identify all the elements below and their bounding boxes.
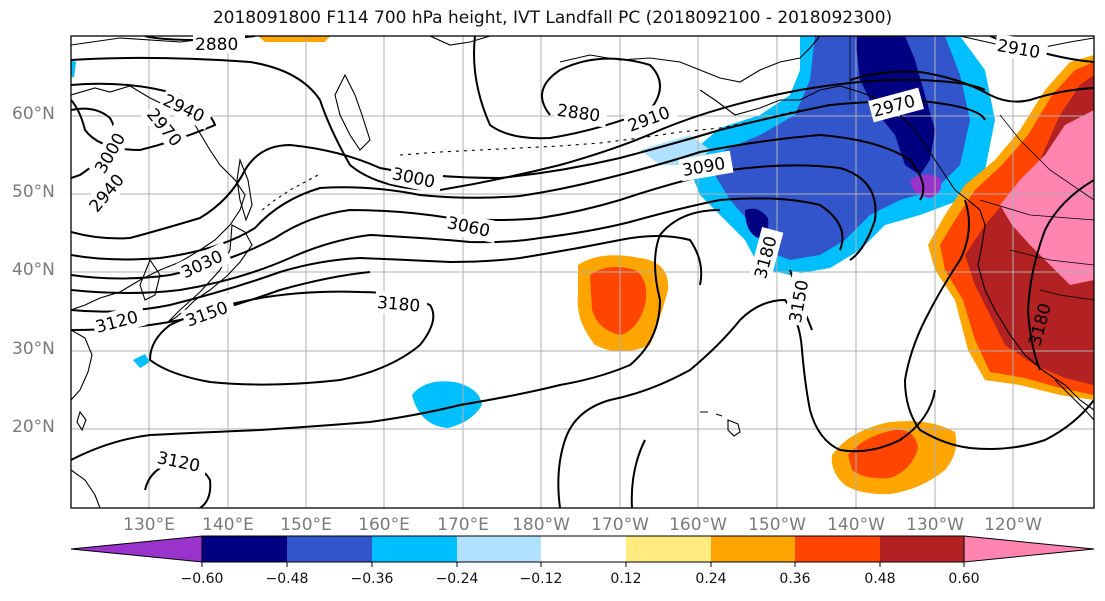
lon-label: 130°W xyxy=(906,515,964,535)
ivt-region-pink-coast xyxy=(1000,110,1094,285)
colorbar-segment xyxy=(795,536,880,562)
colorbar-tick-label: −0.36 xyxy=(350,571,394,587)
colorbar-tick-label: 0.60 xyxy=(948,571,980,587)
ivt-region-purple xyxy=(910,174,942,198)
colorbar-tick-label: 0.12 xyxy=(610,571,642,587)
colorbar-tick-label: −0.12 xyxy=(519,571,563,587)
lat-label-60n: 60°N xyxy=(12,104,55,124)
colorbar-segment xyxy=(880,536,964,562)
colorbar-tick-label: 0.24 xyxy=(695,571,727,587)
ivt-region-red-midpac xyxy=(590,266,647,335)
lon-label: 150°E xyxy=(280,515,332,535)
colorbar-tick-label: −0.60 xyxy=(180,571,224,587)
colorbar-segment xyxy=(287,536,372,562)
chart-title: 2018091800 F114 700 hPa height, IVT Land… xyxy=(212,8,893,28)
colorbar-extend-low xyxy=(70,535,203,563)
lon-label: 130°E xyxy=(123,515,175,535)
lat-label-30n: 30°N xyxy=(12,339,55,359)
colorbar-segment xyxy=(202,536,287,562)
colorbar-segment xyxy=(626,536,711,562)
contour-label: 2880 xyxy=(195,35,238,55)
colorbar-tick-label: −0.24 xyxy=(435,571,479,587)
lon-label: 160°W xyxy=(669,515,727,535)
ivt-region-lightblue-wpac xyxy=(412,381,482,428)
height-contours xyxy=(71,36,1094,508)
colorbar-segment xyxy=(541,536,626,562)
contour-label: 3180 xyxy=(376,293,421,317)
colorbar-segment xyxy=(711,536,795,562)
lat-label-50n: 50°N xyxy=(12,182,55,202)
lon-label: 140°E xyxy=(202,515,254,535)
lat-label-20n: 20°N xyxy=(12,417,55,437)
lon-label: 180°W xyxy=(512,515,570,535)
ivt-region-orange-top xyxy=(258,36,330,42)
ivt-region-red-coast-south xyxy=(1040,290,1094,345)
colorbar-tick-label: 0.48 xyxy=(864,571,896,587)
ivt-region-red-south xyxy=(848,429,918,479)
colorbar-segment xyxy=(372,536,457,562)
colorbar-extend-high xyxy=(963,535,1095,563)
lat-label-40n: 40°N xyxy=(12,260,55,280)
colorbar xyxy=(70,535,1095,567)
colorbar-tick-label: −0.48 xyxy=(265,571,309,587)
ivt-region-lightblue-tiny xyxy=(133,354,150,368)
lon-label: 170°E xyxy=(437,515,489,535)
ivt-region-tiny-topleft xyxy=(71,60,76,78)
lon-label: 160°E xyxy=(358,515,410,535)
colorbar-segment xyxy=(457,536,541,562)
map-border xyxy=(70,35,1095,509)
lon-label: 140°W xyxy=(827,515,885,535)
colorbar-tick-label: 0.36 xyxy=(779,571,811,587)
lon-label: 120°W xyxy=(984,515,1042,535)
lon-label: 170°W xyxy=(591,515,649,535)
lon-label: 150°W xyxy=(748,515,806,535)
